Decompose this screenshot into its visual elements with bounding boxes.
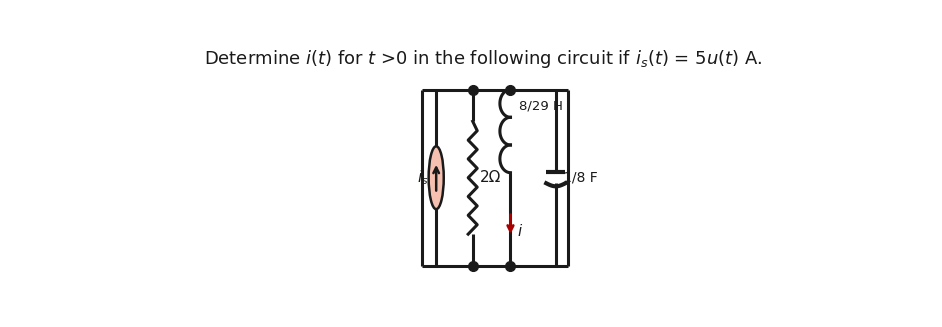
Text: 2Ω: 2Ω bbox=[480, 170, 502, 185]
Text: Determine $i(t)$ for $t$ >0 in the following circuit if $i_s(t)$ = 5$u(t)$ A.: Determine $i(t)$ for $t$ >0 in the follo… bbox=[203, 48, 762, 70]
Text: 1/8 F: 1/8 F bbox=[563, 171, 598, 185]
Ellipse shape bbox=[429, 146, 444, 209]
Text: $i_s$: $i_s$ bbox=[416, 168, 428, 187]
Text: $i$: $i$ bbox=[517, 223, 523, 239]
Text: 8/29 H: 8/29 H bbox=[519, 100, 563, 112]
